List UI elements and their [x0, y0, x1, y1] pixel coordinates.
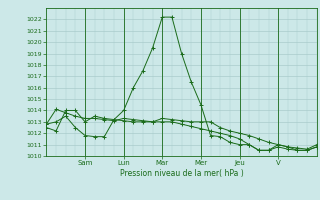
- X-axis label: Pression niveau de la mer( hPa ): Pression niveau de la mer( hPa ): [120, 169, 244, 178]
